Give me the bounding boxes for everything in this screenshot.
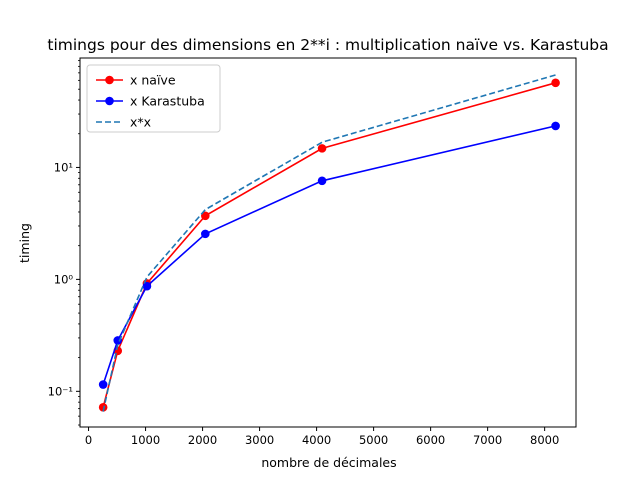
data-point-x-na-ve	[317, 144, 327, 153]
y-axis-label: timing	[17, 223, 32, 263]
data-point-x-na-ve	[98, 402, 108, 412]
data-point-x-karastuba	[98, 380, 108, 389]
legend-label: x naïve	[130, 73, 176, 88]
legend-marker	[105, 75, 114, 85]
x-tick-label: 1000	[131, 433, 160, 447]
y-tick-label: 10¹	[54, 160, 73, 174]
x-tick-label: 7000	[473, 433, 502, 447]
legend-label: x Karastuba	[130, 94, 205, 109]
legend-label: x*x	[130, 115, 151, 130]
y-tick-label: 10⁻¹	[48, 384, 73, 398]
y-tick-label: 10⁰	[54, 272, 74, 286]
data-point-x-karastuba	[317, 176, 327, 186]
x-axis-ticks: 0 1000 2000 3000 4000 5000 6000 7000 8000	[85, 427, 559, 447]
x-tick-label: 4000	[302, 433, 331, 447]
x-tick-label: 3000	[245, 433, 274, 447]
data-point-x-na-ve	[201, 211, 210, 221]
x-tick-label: 6000	[416, 433, 445, 447]
plot-area	[98, 74, 560, 412]
legend-box	[86, 64, 221, 133]
x-tick-label: 0	[85, 433, 92, 447]
x-tick-label: 2000	[188, 433, 217, 447]
legend: x naïve x Karastuba x*x	[86, 64, 221, 133]
data-point-x-na-ve	[551, 78, 560, 88]
x-tick-label: 8000	[530, 433, 559, 447]
x-axis-label: nombre de décimales	[261, 455, 396, 470]
chart-title: timings pour des dimensions en 2**i : mu…	[47, 36, 608, 54]
series-line-x-karastuba	[102, 125, 556, 385]
data-point-x-karastuba	[201, 229, 210, 239]
y-axis-ticks: 10⁻¹ 10⁰ 10¹	[48, 60, 80, 426]
series-line-x-x	[102, 74, 556, 412]
x-tick-label: 5000	[359, 433, 388, 447]
legend-marker	[105, 96, 114, 106]
axes-frame	[79, 57, 577, 428]
series-line-x-na-ve	[102, 82, 556, 408]
data-point-x-karastuba	[551, 121, 560, 131]
data-point-x-karastuba	[142, 281, 152, 291]
